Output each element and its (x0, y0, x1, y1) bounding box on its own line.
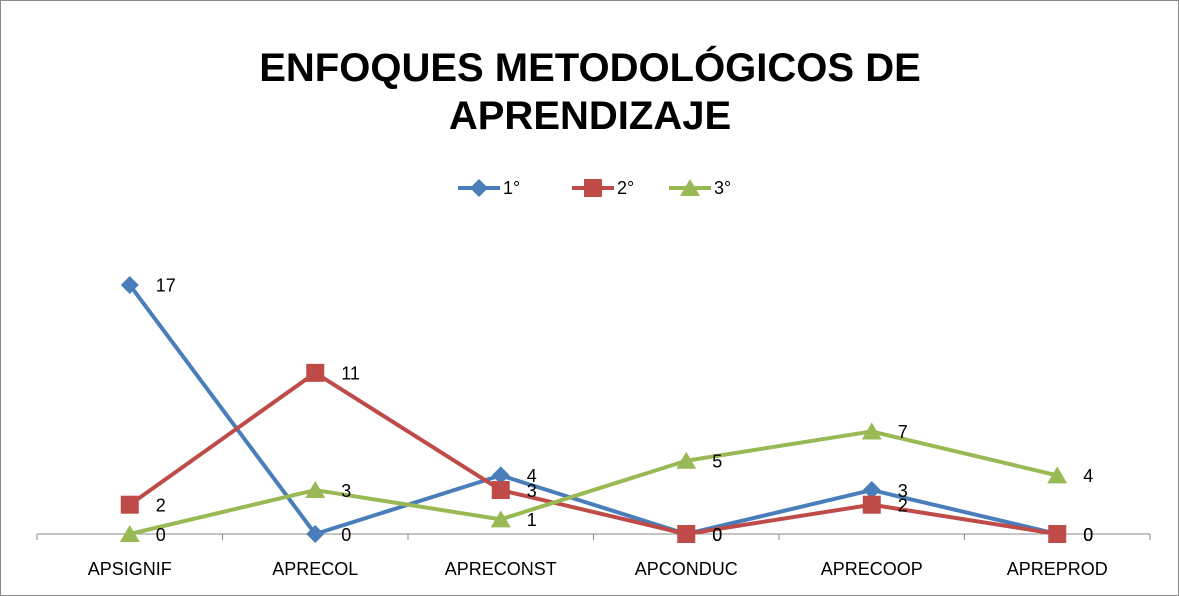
data-label: 0 (1083, 525, 1093, 545)
marker (306, 525, 325, 543)
marker (305, 481, 326, 499)
marker (1047, 466, 1068, 484)
line (128, 370, 1058, 536)
x-tick-label: APRECOOP (821, 559, 923, 579)
x-tick-label: APRECOL (272, 559, 358, 579)
x-tick-label: APRECONST (445, 559, 557, 579)
marker (491, 481, 510, 500)
data-label: 2 (898, 495, 908, 515)
data-label: 11 (341, 364, 360, 384)
data-label: 4 (1083, 466, 1093, 486)
data-label: 1 (527, 510, 537, 530)
chart-title: ENFOQUES METODOLÓGICOS DE APRENDIZAJE (259, 46, 921, 138)
marker (677, 525, 696, 543)
data-label: 17 (156, 276, 176, 296)
marker (306, 363, 325, 382)
legend-marker (584, 179, 602, 197)
legend-label: 2° (617, 178, 634, 198)
data-label: 5 (712, 452, 722, 472)
marker (861, 422, 882, 440)
marker (491, 466, 510, 485)
legend-marker (680, 179, 700, 196)
x-tick-label: APSIGNIF (88, 559, 172, 579)
data-label: 0 (712, 525, 722, 545)
data-label: 0 (712, 525, 722, 545)
data-label: 4 (527, 466, 537, 486)
line (128, 283, 1058, 536)
data-label: 3 (341, 481, 351, 501)
data-label: 3 (527, 481, 537, 501)
data-label: 0 (1083, 525, 1093, 545)
marker (862, 495, 881, 514)
legend-label: 1° (503, 178, 520, 198)
marker (120, 495, 139, 514)
data-label: 7 (898, 422, 908, 442)
data-label: 0 (156, 525, 166, 545)
marker (862, 481, 881, 500)
marker (120, 275, 139, 294)
marker (676, 451, 697, 469)
legend-label: 3° (714, 178, 731, 198)
data-label: 0 (341, 525, 351, 545)
marker (119, 525, 140, 542)
data-label: 3 (898, 481, 908, 501)
legend-marker (470, 179, 488, 197)
x-tick-label: APREPROD (1007, 559, 1108, 579)
x-tick-label: APCONDUC (635, 559, 738, 579)
marker (1048, 525, 1067, 543)
data-label: 2 (156, 495, 166, 515)
marker (490, 510, 511, 528)
line (129, 429, 1058, 536)
